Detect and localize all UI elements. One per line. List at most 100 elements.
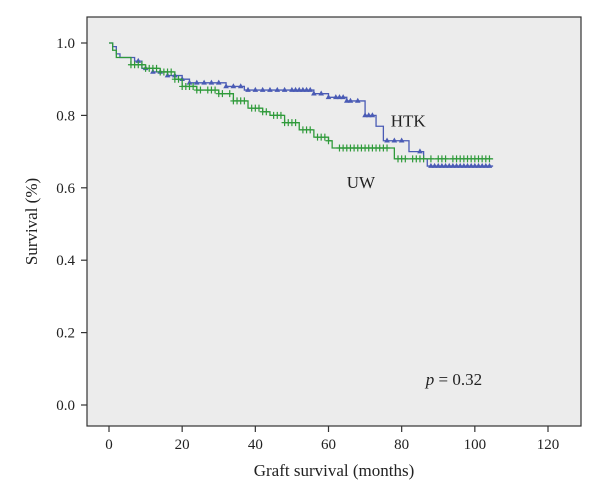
htk-censor-mark [318, 90, 324, 96]
htk-censor-mark [300, 86, 306, 92]
htk-censor-mark [333, 94, 339, 100]
htk-censor-mark [486, 162, 493, 168]
htk-censor-mark [369, 112, 376, 118]
htk-censor-mark [461, 162, 467, 168]
htk-censor-mark [417, 148, 423, 154]
htk-censor-mark [267, 86, 273, 92]
htk-censor-mark [450, 162, 456, 168]
uw-censor-mark [402, 155, 409, 163]
y-tick-label: 0.6 [56, 181, 75, 197]
htk-censor-mark [289, 86, 295, 92]
survival-curves [109, 42, 494, 168]
x-tick-label: 0 [105, 437, 113, 453]
uw-censor-mark [263, 108, 270, 116]
x-tick-label: 120 [537, 437, 560, 453]
htk-censor-mark [340, 94, 346, 100]
htk-censor-mark [230, 83, 237, 89]
uw-censor-mark [277, 111, 284, 119]
htk-censor-mark [365, 112, 372, 118]
uw-censor-mark [427, 155, 434, 163]
x-tick-label: 20 [175, 437, 190, 453]
htk-censor-mark [384, 137, 390, 143]
uw-censor-mark [384, 144, 391, 152]
y-tick-label: 0.8 [56, 108, 75, 124]
plot-area [86, 16, 582, 427]
uw-censor-mark [325, 137, 332, 145]
p-value-annotation: p = 0.32 [425, 370, 482, 389]
htk-censor-mark [354, 97, 361, 103]
htk-censor-mark [343, 97, 350, 103]
uw-censor-mark [226, 90, 233, 98]
htk-censor-mark [483, 162, 489, 168]
htk-censor-mark [428, 162, 434, 168]
x-axis-title: Graft survival (months) [254, 461, 415, 480]
htk-censor-mark [442, 162, 449, 168]
chart-labels: HTK UW p = 0.32 [347, 111, 482, 389]
htk-label: HTK [391, 111, 427, 130]
uw-censor-mark [219, 90, 226, 98]
htk-censor-mark [464, 162, 471, 168]
y-axis-title: Survival (%) [22, 178, 41, 265]
htk-censor-mark [186, 79, 193, 85]
htk-censor-mark [391, 137, 398, 143]
htk-censor-mark [362, 112, 368, 118]
htk-censor-mark [457, 162, 463, 168]
htk-censor-mark [472, 162, 478, 168]
htk-censor-mark [479, 162, 485, 168]
htk-censor-mark [431, 162, 438, 168]
htk-censor-mark [281, 86, 288, 92]
uw-censor-mark [197, 86, 204, 94]
htk-censor-mark [296, 86, 303, 92]
htk-censor-mark [215, 79, 222, 85]
htk-censor-mark [245, 86, 251, 92]
uw-censor-mark [241, 97, 248, 105]
y-tick-label: 0.2 [56, 326, 75, 342]
htk-censor-mark [252, 86, 259, 92]
htk-censor-mark [446, 162, 453, 168]
y-tick-label: 0.0 [56, 398, 75, 414]
uw-censor-mark [307, 126, 314, 134]
uw-censor-mark [138, 61, 145, 69]
htk-censor-mark [325, 94, 332, 100]
htk-censor-mark [435, 162, 442, 168]
uw-censor-mark [321, 133, 328, 141]
y-tick-label: 1.0 [56, 36, 75, 52]
htk-censor-mark [274, 86, 281, 92]
htk-censor-mark [303, 86, 310, 92]
uw-censor-mark [420, 155, 427, 163]
htk-censor-mark [194, 79, 200, 85]
y-tick-label: 0.4 [56, 253, 75, 269]
htk-censor-mark [201, 79, 207, 85]
htk-censor-mark [475, 162, 482, 168]
htk-censor-mark [453, 162, 460, 168]
x-tick-label: 100 [464, 437, 487, 453]
htk-censor-mark [208, 79, 215, 85]
htk-censor-mark [439, 162, 445, 168]
htk-censor-mark [336, 94, 343, 100]
uw-censor-mark [486, 155, 493, 163]
x-tick-label: 60 [321, 437, 336, 453]
x-tick-label: 40 [248, 437, 263, 453]
htk-censor-mark [237, 83, 244, 89]
uw-censor-mark [153, 64, 160, 72]
htk-censor-mark [259, 86, 266, 92]
htk-censor-mark [468, 162, 474, 168]
uw-label: UW [347, 173, 376, 192]
uw-censor-mark [168, 68, 175, 76]
htk-censor-mark [311, 90, 317, 96]
uw-censor-mark [255, 104, 262, 112]
uw-censor-mark [175, 75, 182, 83]
uw-censor-mark [212, 86, 219, 94]
htk-censor-mark [223, 83, 229, 89]
uw-censor-mark [190, 82, 197, 90]
uw-censor-mark [442, 155, 449, 163]
htk-censor-mark [347, 97, 354, 103]
htk-censor-mark [135, 57, 142, 63]
x-tick-label: 80 [394, 437, 409, 453]
htk-censor-mark [398, 137, 405, 143]
htk-censor-mark [292, 86, 299, 92]
uw-censor-mark [292, 119, 299, 127]
axes: 0 20 40 60 80 100 120 0.0 0.2 0.4 0.6 0.8 1.0 Graft s… [22, 36, 559, 480]
htk-censor-mark [307, 86, 314, 92]
